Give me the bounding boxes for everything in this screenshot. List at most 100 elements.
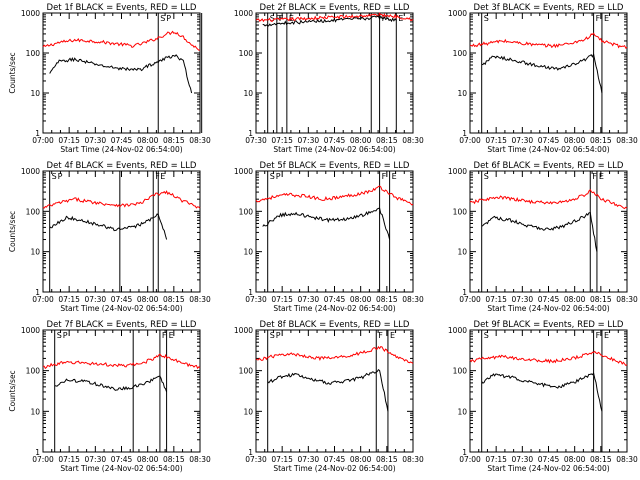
event-marker-label: S — [270, 331, 275, 340]
x-tick-label: 08:00 — [350, 455, 372, 464]
plot-frame — [255, 12, 414, 134]
y-tick-label: 100 — [239, 207, 254, 216]
event-marker-label: S — [270, 14, 275, 23]
event-marker-label: S — [484, 331, 489, 340]
x-tick-label: 07:45 — [324, 455, 346, 464]
x-tick-label: 07:15 — [485, 295, 507, 304]
x-tick-label: 08:15 — [163, 455, 185, 464]
x-tick-label: 07:15 — [58, 455, 80, 464]
y-tick-label: 100 — [26, 207, 41, 216]
event-rate-line — [54, 375, 168, 393]
event-marker-label: E — [390, 331, 395, 340]
x-tick-label: 07:00 — [32, 136, 54, 145]
event-marker-label: P — [276, 172, 281, 181]
x-tick-label: 08:15 — [590, 136, 612, 145]
lld-rate-line — [255, 12, 414, 23]
detector-panel-1: Det 1f BLACK = Events, RED = LLD11010010… — [8, 3, 294, 154]
event-marker-label: E — [289, 14, 294, 23]
x-tick-label: 08:00 — [350, 295, 372, 304]
event-rate-line — [262, 207, 391, 240]
x-tick-label: 07:30 — [298, 295, 320, 304]
y-tick-label: 100 — [453, 367, 468, 376]
x-tick-label: 07:15 — [485, 455, 507, 464]
y-tick-label: 1000 — [448, 326, 467, 335]
x-axis-label: Start Time (24-Nov-02 06:54:00) — [60, 464, 182, 473]
x-tick-label: 08:15 — [590, 295, 612, 304]
y-tick-label: 1 — [35, 448, 40, 457]
lld-rate-line — [42, 30, 201, 51]
event-marker-label: P — [58, 172, 63, 181]
event-rate-line — [481, 52, 603, 94]
x-tick-label: 08:30 — [616, 136, 638, 145]
panel-title: Det 3f BLACK = Events, RED = LLD — [474, 3, 624, 13]
y-tick-label: 10 — [30, 89, 40, 98]
event-marker-label: E — [392, 172, 397, 181]
x-tick-label: 07:30 — [245, 455, 267, 464]
panel-title: Det 2f BLACK = Events, RED = LLD — [260, 3, 410, 13]
event-marker-label: P — [166, 14, 171, 23]
y-tick-label: 1000 — [448, 9, 467, 18]
y-tick-label: 100 — [26, 367, 41, 376]
plot-frame — [469, 170, 628, 293]
panel-title: Det 1f BLACK = Events, RED = LLD — [47, 3, 197, 13]
x-tick-label: 07:15 — [485, 136, 507, 145]
x-tick-label: 08:15 — [376, 136, 398, 145]
lld-rate-line — [469, 32, 628, 49]
lld-rate-line — [255, 345, 414, 364]
x-tick-label: 08:30 — [402, 295, 424, 304]
plot-frame — [469, 329, 628, 453]
y-tick-label: 1000 — [21, 167, 40, 176]
x-tick-label: 08:00 — [564, 136, 586, 145]
x-tick-label: 08:00 — [564, 295, 586, 304]
event-marker-label: S — [484, 14, 489, 23]
y-tick-label: 10 — [243, 248, 253, 257]
event-marker-label: F — [382, 172, 387, 181]
detector-panel-8: Det 8f BLACK = Events, RED = LLD 1 10 100 10… — [234, 320, 424, 473]
x-tick-label: 07:15 — [58, 295, 80, 304]
y-tick-label: 1 — [248, 129, 253, 138]
event-marker-label: E — [599, 172, 604, 181]
x-tick-label: 07:30 — [245, 136, 267, 145]
x-tick-label: 08:15 — [590, 455, 612, 464]
event-marker-label: E — [604, 14, 609, 23]
x-tick-label: 07:00 — [32, 295, 54, 304]
x-tick-label: 07:15 — [271, 295, 293, 304]
y-tick-label: 100 — [239, 49, 254, 58]
x-tick-label: 07:45 — [111, 455, 133, 464]
x-tick-label: 07:45 — [111, 136, 133, 145]
x-axis-label: Start Time (24-Nov-02 06:54:00) — [60, 304, 182, 313]
x-tick-label: 07:00 — [459, 455, 481, 464]
y-tick-label: 10 — [457, 89, 467, 98]
event-marker-label: E — [604, 331, 609, 340]
y-tick-label: 100 — [239, 367, 254, 376]
detector-panel-3: Det 3f BLACK = Events, RED = LLD 1 10 100 10… — [448, 3, 638, 154]
x-tick-label: 07:00 — [32, 455, 54, 464]
event-marker-label: F — [596, 14, 601, 23]
event-rate-line — [49, 54, 193, 94]
x-tick-label: 07:45 — [538, 455, 560, 464]
event-marker-label: S — [484, 172, 489, 181]
lld-rate-line — [255, 185, 414, 206]
event-marker-label: S — [52, 172, 57, 181]
detector-panel-6: Det 6f BLACK = Events, RED = LLD 1 10 100 10… — [448, 161, 638, 313]
x-tick-label: 08:15 — [163, 295, 185, 304]
lld-rate-line — [469, 350, 628, 367]
panel-title: Det 4f BLACK = Events, RED = LLD — [47, 161, 197, 171]
y-tick-label: 1 — [462, 448, 467, 457]
x-tick-label: 07:30 — [512, 295, 534, 304]
y-tick-label: 10 — [457, 407, 467, 416]
x-tick-label: 07:45 — [538, 295, 560, 304]
y-axis-label: Counts/sec — [8, 211, 17, 252]
event-marker-label: F — [378, 331, 383, 340]
panel-title: Det 5f BLACK = Events, RED = LLD — [260, 161, 410, 171]
x-tick-label: 08:30 — [189, 136, 211, 145]
event-rate-line — [262, 15, 397, 27]
x-tick-label: 07:30 — [85, 295, 107, 304]
y-tick-label: 10 — [30, 407, 40, 416]
event-marker-label: E — [169, 331, 174, 340]
event-rate-line — [49, 213, 168, 240]
y-tick-label: 1000 — [234, 326, 253, 335]
y-tick-label: 10 — [30, 248, 40, 257]
x-tick-label: 08:30 — [402, 136, 424, 145]
event-marker-label: F — [155, 172, 160, 181]
